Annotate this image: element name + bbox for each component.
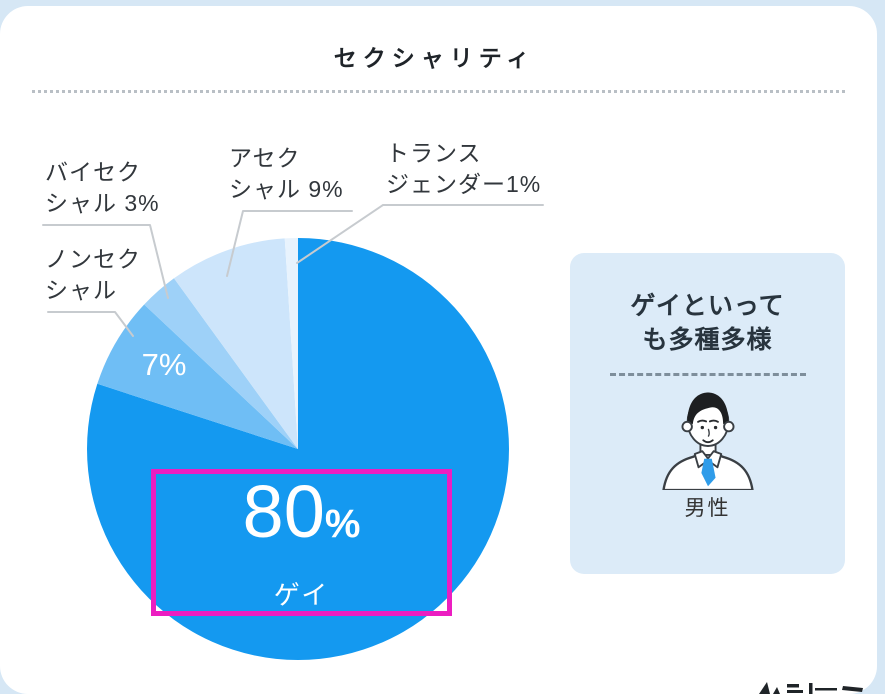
- gay-percent-line: 80%: [243, 473, 361, 571]
- male-avatar-icon: [661, 392, 754, 490]
- side-card-heading: ゲイといって も多種多様: [570, 289, 845, 357]
- callout-nonsexual-line1: ノンセク: [45, 246, 141, 272]
- callout-transgender-line2: ジェンダー1%: [386, 171, 542, 197]
- callout-bisexual: バイセク シャル 3%: [45, 157, 160, 219]
- pie-chart: [87, 238, 510, 660]
- leader-lines: [42, 204, 544, 337]
- side-heading-line1: ゲイといって: [630, 292, 785, 320]
- pie-slice-アセクシャル: [173, 238, 298, 449]
- callout-bisexual-line1: バイセク: [45, 159, 141, 185]
- chart-title: セクシャリティ: [333, 45, 536, 71]
- callout-transgender: トランス ジェンダー1%: [386, 138, 541, 200]
- leader-line-nonsexual: [47, 311, 134, 337]
- partial-logo: [757, 679, 869, 694]
- pie-slice-ゲイ: [87, 238, 510, 660]
- person-label: 男性: [684, 497, 731, 520]
- pie-slice-ノンセクシャル: [97, 304, 298, 449]
- side-heading-line2: も多種多様: [642, 326, 773, 354]
- side-info-card: ゲイといって も多種多様: [570, 253, 845, 574]
- side-card-divider: [609, 373, 806, 376]
- callout-bisexual-line2: シャル 3%: [45, 190, 160, 216]
- leader-line-bisexual: [42, 224, 169, 299]
- nonsexual-percent-label: 7%: [141, 347, 187, 382]
- callout-nonsexual-line2: シャル: [45, 277, 117, 303]
- callout-asexual-line2: シャル 9%: [229, 176, 344, 202]
- gay-percent-value: 80: [242, 469, 325, 553]
- gay-highlight-box: 80% ゲイ: [151, 469, 452, 616]
- pie-slice-トランスジェンダー: [284, 238, 298, 449]
- callout-asexual-line1: アセク: [229, 145, 301, 171]
- callout-transgender-line1: トランス: [386, 140, 482, 166]
- content-card: セクシャリティ バイセク シャル 3% ノンセク シャル アセク シャル 9% …: [0, 6, 877, 694]
- pie-slice-バイセクシャル: [144, 278, 298, 449]
- gay-category-label: ゲイ: [273, 579, 330, 610]
- title-divider: [32, 90, 845, 93]
- callout-asexual: アセク シャル 9%: [229, 143, 344, 205]
- gay-percent-sign: %: [324, 501, 361, 546]
- callout-nonsexual: ノンセク シャル: [45, 244, 141, 306]
- leader-line-transgender: [296, 204, 544, 264]
- leader-line-asexual: [226, 210, 353, 277]
